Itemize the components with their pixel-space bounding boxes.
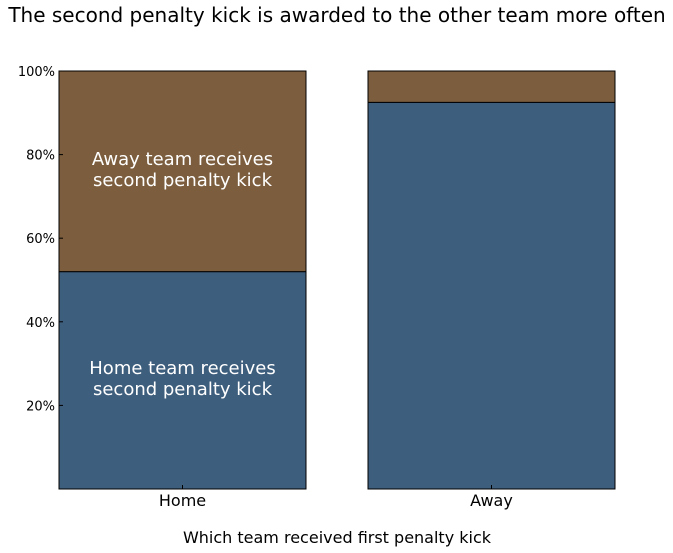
segment-annotations: Home team receives second penalty kickAwa… <box>89 149 275 400</box>
annotation-line: second penalty kick <box>93 379 273 400</box>
annotation-line: second penalty kick <box>93 170 273 191</box>
y-tick-label: 100% <box>18 65 55 80</box>
annotation-line: Home team receives <box>89 358 275 379</box>
y-tick-label: 60% <box>26 232 55 247</box>
x-axis-categories: Home Away <box>159 485 513 510</box>
segment-annotation-2: Away team receives second penalty kick <box>92 149 273 191</box>
bar-segment-home-1 <box>58 271 307 490</box>
y-tick-label: 40% <box>26 316 55 331</box>
bar-segment-away-2 <box>367 70 616 103</box>
bars-layer <box>58 70 616 490</box>
bar-segment-home-2 <box>58 70 307 273</box>
chart-title: The second penalty kick is awarded to th… <box>7 3 665 27</box>
x-category-label: Away <box>470 491 513 510</box>
bar-segment-away-1 <box>367 101 616 490</box>
y-tick-label: 80% <box>26 149 55 164</box>
y-axis-ticks: 20% 40% 60% 80% 100% <box>18 65 63 414</box>
segment-annotation-1: Home team receives second penalty kick <box>89 358 275 400</box>
annotation-line: Away team receives <box>92 149 273 170</box>
y-tick-label: 20% <box>26 399 55 414</box>
x-category-label: Home <box>159 491 206 510</box>
x-axis-label: Which team received first penalty kick <box>183 528 492 547</box>
